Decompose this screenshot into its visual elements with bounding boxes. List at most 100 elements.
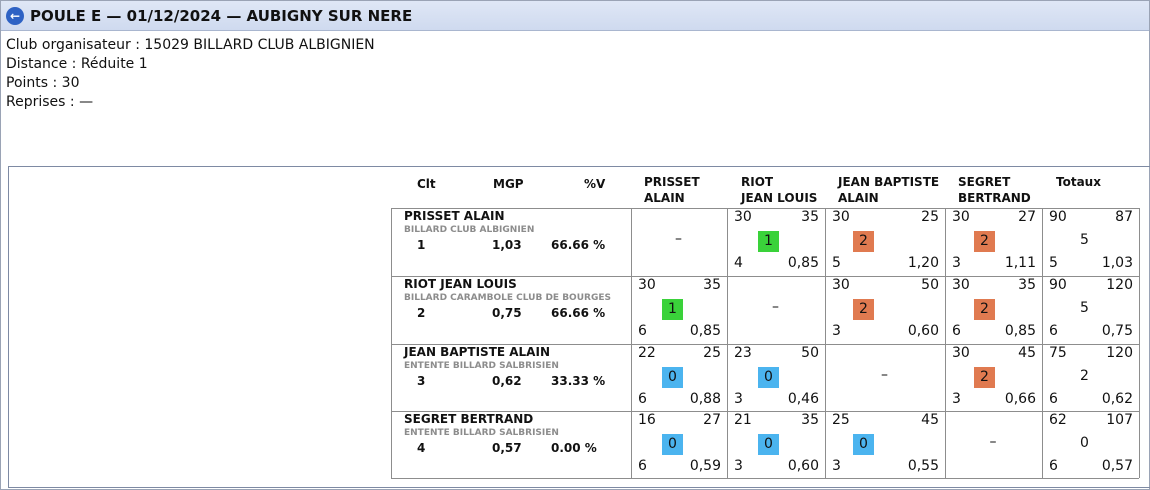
- grid-line-v: [727, 208, 728, 478]
- total-innings: 6: [1049, 458, 1058, 474]
- total-innings: 6: [1049, 323, 1058, 339]
- match-average: 0,66: [1004, 391, 1036, 407]
- match-opponent-points: 27: [703, 412, 721, 428]
- total-max-points: 87: [1115, 209, 1133, 225]
- match-result-badge: 1: [662, 299, 683, 320]
- player-pct-wins: 0.00 %: [551, 441, 597, 455]
- total-average: 0,75: [1101, 323, 1133, 339]
- points: Points : 30: [6, 75, 80, 91]
- header-col-jean-baptiste-line1: JEAN BAPTISTE: [838, 175, 940, 189]
- match-result-badge: 0: [853, 434, 874, 455]
- match-points: 30: [832, 277, 850, 293]
- match-average: 0,85: [787, 255, 819, 271]
- player-club: ENTENTE BILLARD SALBRISIEN: [404, 361, 559, 371]
- grid-line-v: [391, 208, 392, 478]
- match-opponent-points: 35: [801, 412, 819, 428]
- header-clt: Clt: [417, 177, 436, 191]
- match-result-badge: 0: [662, 367, 683, 388]
- reprises: Reprises : —: [6, 94, 94, 110]
- match-opponent-points: 25: [703, 345, 721, 361]
- match-innings: 3: [832, 458, 841, 474]
- player-mgp: 0,57: [492, 441, 522, 455]
- match-points: 25: [832, 412, 850, 428]
- empty-cell-dash: –: [989, 434, 997, 450]
- match-opponent-points: 35: [1018, 277, 1036, 293]
- match-points: 21: [734, 412, 752, 428]
- player-mgp: 0,62: [492, 374, 522, 388]
- results-panel: [8, 166, 1150, 488]
- total-match-points: 2: [1080, 368, 1089, 384]
- empty-cell-dash: –: [772, 299, 779, 315]
- match-average: 0,85: [1004, 323, 1036, 339]
- header-col-segret-line1: SEGRET: [958, 175, 1011, 189]
- grid-line-v: [631, 208, 632, 478]
- player-pct-wins: 33.33 %: [551, 374, 606, 388]
- total-average: 1,03: [1101, 255, 1133, 271]
- match-result-badge: 2: [853, 299, 874, 320]
- match-result-badge: 0: [662, 434, 683, 455]
- match-average: 1,20: [907, 255, 939, 271]
- match-result-badge: 2: [974, 367, 995, 388]
- match-opponent-points: 35: [703, 277, 721, 293]
- match-points: 30: [638, 277, 656, 293]
- total-points: 75: [1049, 345, 1067, 361]
- player-rank: 1: [417, 238, 426, 252]
- total-max-points: 120: [1106, 345, 1133, 361]
- match-opponent-points: 45: [921, 412, 939, 428]
- match-innings: 3: [952, 391, 961, 407]
- header-col-jean-baptiste-line2: ALAIN: [838, 191, 879, 205]
- match-points: 22: [638, 345, 656, 361]
- match-average: 0,46: [787, 391, 819, 407]
- player-rank: 3: [417, 374, 426, 388]
- grid-line-v: [1139, 208, 1140, 478]
- total-max-points: 107: [1106, 412, 1133, 428]
- match-points: 16: [638, 412, 656, 428]
- player-name: PRISSET ALAIN: [404, 209, 505, 223]
- player-mgp: 0,75: [492, 306, 522, 320]
- match-points: 30: [952, 209, 970, 225]
- player-club: BILLARD CLUB ALBIGNIEN: [404, 225, 535, 235]
- total-innings: 6: [1049, 391, 1058, 407]
- match-opponent-points: 35: [801, 209, 819, 225]
- total-innings: 5: [1049, 255, 1058, 271]
- header-col-prisset-line1: PRISSET: [644, 175, 700, 189]
- total-match-points: 0: [1080, 435, 1089, 451]
- match-average: 0,60: [907, 323, 939, 339]
- match-average: 0,59: [689, 458, 721, 474]
- total-points: 62: [1049, 412, 1067, 428]
- player-club: BILLARD CARAMBOLE CLUB DE BOURGES: [404, 293, 611, 303]
- match-opponent-points: 45: [1018, 345, 1036, 361]
- player-pct-wins: 66.66 %: [551, 306, 606, 320]
- total-points: 90: [1049, 277, 1067, 293]
- header-pctv: %V: [584, 177, 606, 191]
- match-innings: 6: [638, 323, 647, 339]
- header-col-riot-line1: RIOT: [741, 175, 774, 189]
- match-result-badge: 0: [758, 434, 779, 455]
- match-innings: 6: [952, 323, 961, 339]
- match-result-badge: 2: [853, 231, 874, 252]
- empty-cell-dash: –: [675, 231, 682, 247]
- back-arrow-icon[interactable]: ←: [6, 6, 24, 25]
- match-opponent-points: 50: [801, 345, 819, 361]
- match-innings: 3: [832, 323, 841, 339]
- match-innings: 5: [832, 255, 841, 271]
- header-col-segret: SEGRET BERTRAND: [958, 174, 1031, 206]
- grid-line-v: [1042, 208, 1043, 478]
- club-organizer: Club organisateur : 15029 BILLARD CLUB A…: [6, 37, 375, 53]
- player-club: ENTENTE BILLARD SALBRISIEN: [404, 428, 559, 438]
- match-average: 0,60: [787, 458, 819, 474]
- match-opponent-points: 50: [921, 277, 939, 293]
- total-match-points: 5: [1080, 300, 1089, 316]
- grid-line-h: [391, 478, 1139, 479]
- title-bar: ← POULE E — 01/12/2024 — AUBIGNY SUR NER…: [1, 1, 1149, 31]
- match-average: 0,88: [689, 391, 721, 407]
- tournament-info: Club organisateur : 15029 BILLARD CLUB A…: [6, 36, 375, 112]
- player-rank: 2: [417, 306, 426, 320]
- match-average: 1,11: [1004, 255, 1036, 271]
- grid-line-h: [391, 208, 1139, 209]
- match-opponent-points: 27: [1018, 209, 1036, 225]
- total-match-points: 5: [1080, 232, 1089, 248]
- match-opponent-points: 25: [921, 209, 939, 225]
- match-innings: 3: [734, 391, 743, 407]
- grid-line-h: [391, 411, 1139, 412]
